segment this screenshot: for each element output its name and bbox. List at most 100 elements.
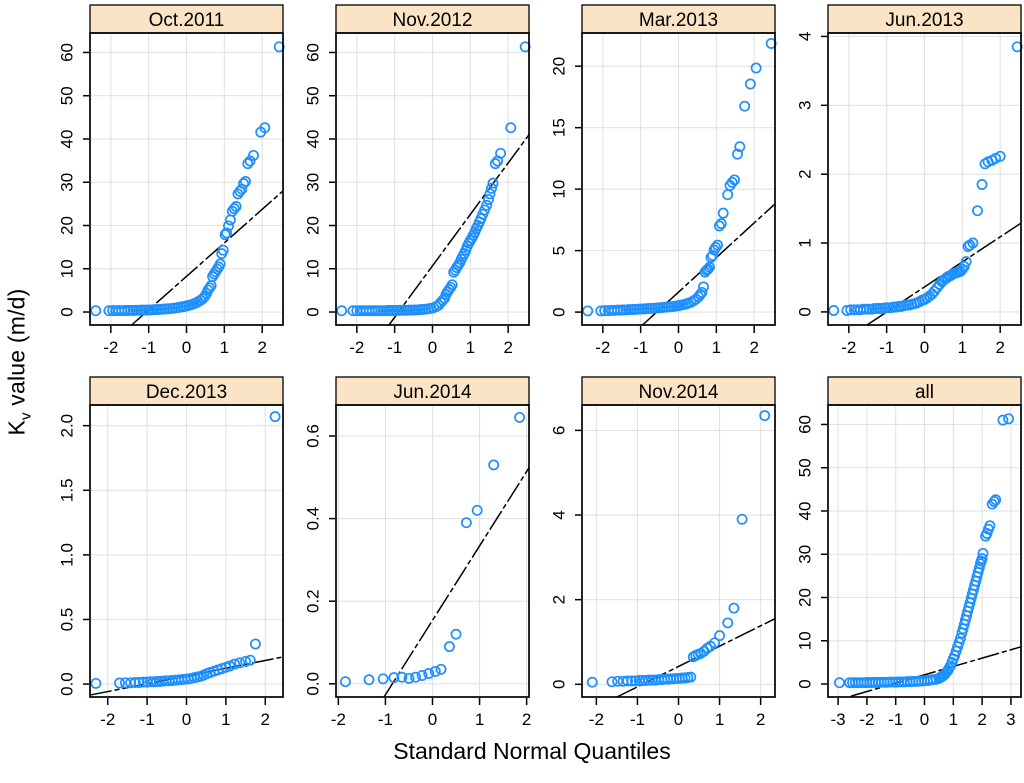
x-tick-label: 1 <box>475 710 484 729</box>
y-tick-label: 40 <box>795 502 814 521</box>
grid-lines <box>582 405 775 697</box>
x-tick-label: 0 <box>920 710 929 729</box>
scatter-points <box>90 411 281 689</box>
x-tick-label: -1 <box>879 338 894 357</box>
y-tick-label: 15 <box>549 118 568 137</box>
x-tick-label: 2 <box>977 710 986 729</box>
axis-box <box>827 404 1022 698</box>
y-tick-label: 60 <box>303 43 322 62</box>
x-tick-labels: -2 -1 0 1 2 <box>841 338 1005 357</box>
x-tick-label: -2 <box>331 710 346 729</box>
qq-panel-Nov.2014: Nov.2014 -2 -1 0 1 2 0 2 4 6 <box>532 372 778 730</box>
qq-panel-Oct.2011: Oct.2011 -2 -1 0 1 2 0 10 20 30 40 50 60 <box>40 0 286 358</box>
x-tick-labels: -2 -1 0 1 2 <box>100 710 270 729</box>
x-tick-label: 0 <box>428 710 437 729</box>
panel-title: Nov.2014 <box>639 382 719 403</box>
x-tick-label: 0 <box>920 338 929 357</box>
x-tick-label: -1 <box>141 338 156 357</box>
grid-lines <box>90 33 283 325</box>
axis-box <box>581 32 776 326</box>
y-tick-labels: 0 10 20 30 40 50 60 <box>795 415 814 689</box>
x-tick-label: 0 <box>182 338 191 357</box>
axis-ticks <box>575 429 762 705</box>
y-axis-label-k: K <box>3 419 30 436</box>
x-tick-label: 1 <box>949 710 958 729</box>
axis-ticks <box>329 435 528 705</box>
y-tick-label: 4 <box>549 510 568 519</box>
qq-panel-Mar.2013: Mar.2013 -2 -1 0 1 2 0 5 10 15 20 <box>532 0 778 358</box>
qq-panel-svg: Jun.2014 -2 -1 0 1 2 0.0 0.2 0.4 0.6 <box>303 376 532 729</box>
x-tick-label: -2 <box>589 710 604 729</box>
panel-strip <box>581 4 776 34</box>
y-tick-label: 50 <box>57 86 76 105</box>
axis-ticks <box>575 65 755 333</box>
panel-strip <box>827 4 1022 34</box>
panel-title: Jun.2014 <box>393 382 472 403</box>
y-tick-label: 6 <box>549 426 568 435</box>
x-tick-label: 3 <box>1006 710 1015 729</box>
y-tick-label: 0.2 <box>303 589 322 613</box>
x-tick-labels: -2 -1 0 1 2 <box>349 338 513 357</box>
x-tick-label: -2 <box>859 710 874 729</box>
panel-strip <box>335 4 530 34</box>
panel-title: Jun.2013 <box>885 10 963 31</box>
x-tick-label: 1 <box>712 338 721 357</box>
y-tick-label: 1 <box>795 238 814 247</box>
x-tick-label: -1 <box>378 710 393 729</box>
y-tick-label: 0 <box>795 679 814 688</box>
qq-reference-line <box>383 467 530 698</box>
axis-ticks <box>83 424 267 705</box>
x-axis-label: Standard Normal Quantiles <box>393 738 671 764</box>
x-tick-labels: -2 -1 0 1 2 <box>331 710 532 729</box>
y-axis-label: Kv value (m/d) <box>4 288 35 435</box>
x-tick-labels: -2 -1 0 1 2 <box>589 710 766 729</box>
y-tick-label: 60 <box>795 415 814 434</box>
x-tick-label: 0 <box>428 338 437 357</box>
y-tick-label: 30 <box>795 545 814 564</box>
panel-title: Mar.2013 <box>639 10 718 31</box>
y-tick-label: 5 <box>549 246 568 255</box>
y-tick-label: 10 <box>57 259 76 278</box>
x-tick-label: 2 <box>756 710 765 729</box>
y-tick-label: 10 <box>303 259 322 278</box>
y-tick-label: 2 <box>549 595 568 604</box>
y-tick-label: 50 <box>795 458 814 477</box>
axis-ticks <box>329 51 509 333</box>
axis-box <box>335 32 530 326</box>
x-tick-labels: -3 -2 -1 0 1 2 3 <box>831 710 1016 729</box>
y-tick-label: 20 <box>57 216 76 235</box>
x-tick-label: 1 <box>221 710 230 729</box>
panel-title: Dec.2013 <box>146 382 227 403</box>
x-tick-label: -2 <box>103 338 118 357</box>
x-tick-label: 2 <box>995 338 1004 357</box>
y-tick-label: 1.5 <box>57 478 76 502</box>
y-tick-label: 30 <box>57 173 76 192</box>
x-tick-label: 2 <box>749 338 758 357</box>
y-tick-labels: 0 2 4 6 <box>549 426 568 689</box>
y-tick-label: 0.0 <box>303 672 322 696</box>
y-tick-label: 20 <box>795 588 814 607</box>
qq-panel-svg: Dec.2013 -2 -1 0 1 2 0.0 0.5 1.0 1.5 2.0 <box>57 376 284 729</box>
x-tick-label: 1 <box>715 710 724 729</box>
axis-ticks <box>821 35 1001 333</box>
y-tick-label: 4 <box>795 32 814 41</box>
qq-reference-line <box>131 190 284 326</box>
qq-panel-Jun.2014: Jun.2014 -2 -1 0 1 2 0.0 0.2 0.4 0.6 <box>286 372 532 730</box>
y-tick-label: 50 <box>303 86 322 105</box>
y-tick-labels: 0 5 10 15 20 <box>549 57 568 317</box>
x-tick-label: -1 <box>633 338 648 357</box>
panel-strip <box>335 376 530 406</box>
x-tick-label: 2 <box>261 710 270 729</box>
grid-lines <box>90 405 283 697</box>
x-tick-label: -1 <box>888 710 903 729</box>
y-tick-label: 60 <box>57 43 76 62</box>
y-tick-label: 20 <box>303 216 322 235</box>
x-tick-label: 2 <box>522 710 531 729</box>
panel-strip <box>581 376 776 406</box>
x-tick-labels: -2 -1 0 1 2 <box>103 338 267 357</box>
y-tick-label: 40 <box>57 130 76 149</box>
y-tick-label: 40 <box>303 130 322 149</box>
panel-title: Oct.2011 <box>149 10 225 31</box>
